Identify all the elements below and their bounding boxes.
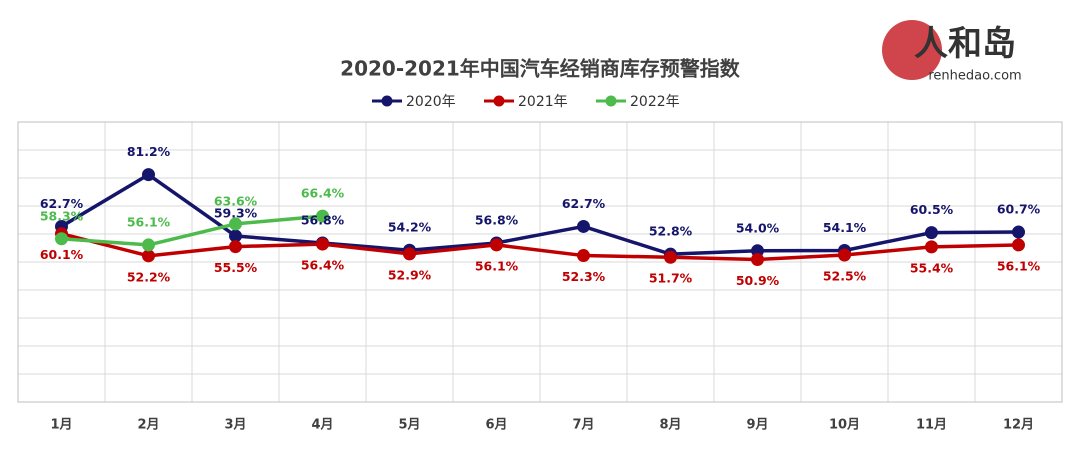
data-point	[142, 238, 155, 252]
data-point	[229, 229, 242, 243]
data-point	[403, 247, 416, 261]
x-tick-label: 10月	[829, 418, 860, 433]
data-point	[577, 249, 590, 263]
legend-label: 2021年	[518, 94, 568, 110]
data-point	[55, 232, 68, 246]
data-point	[1012, 225, 1025, 239]
data-label: 60.5%	[910, 202, 954, 217]
data-label: 81.2%	[127, 144, 171, 159]
chart-title: 2020-2021年中国汽车经销商库存预警指数	[340, 57, 741, 81]
x-tick-label: 4月	[311, 418, 333, 433]
data-label: 56.1%	[475, 258, 519, 273]
data-label: 52.5%	[823, 269, 867, 284]
legend: 2020年 2021年 2022年	[372, 94, 680, 110]
data-point	[490, 238, 503, 252]
data-label: 56.8%	[475, 212, 519, 227]
data-point	[142, 168, 155, 182]
x-tick-label: 12月	[1003, 418, 1034, 433]
data-point	[925, 226, 938, 240]
plot-area: 1月 2月 3月 4月 5月 6月 7月 8月 9月 10月 11月 12月 62.7% 81.2% 59.…	[17, 121, 1063, 433]
series-line	[61, 232, 1019, 262]
data-point	[142, 249, 155, 263]
data-label: 62.7%	[40, 196, 84, 211]
data-label: 56.4%	[301, 258, 345, 273]
data-label: 60.1%	[40, 247, 84, 262]
logo-mark	[882, 20, 942, 80]
x-tick-label: 3月	[224, 418, 246, 433]
data-label: 54.2%	[388, 220, 432, 235]
data-label: 59.3%	[214, 205, 258, 220]
data-label: 66.4%	[301, 186, 345, 201]
x-tick-label: 6月	[485, 418, 507, 433]
data-label: 54.1%	[823, 220, 867, 235]
x-tick-label: 7月	[572, 418, 594, 433]
data-label: 52.9%	[388, 267, 432, 282]
x-tick-label: 9月	[746, 418, 768, 433]
x-tick-label: 11月	[916, 418, 947, 433]
watermark-site: renhedao.com	[928, 69, 1021, 84]
data-label: 51.7%	[649, 271, 693, 286]
watermark-logo: 人和岛	[914, 24, 1016, 64]
data-point	[751, 252, 764, 266]
x-tick-label: 8月	[659, 418, 681, 433]
x-tick-label: 5月	[398, 418, 420, 433]
x-tick-label: 1月	[50, 418, 72, 433]
data-label: 55.5%	[214, 260, 258, 275]
data-point	[925, 240, 938, 254]
legend-label: 2022年	[630, 94, 680, 110]
data-label: 56.8%	[301, 212, 345, 227]
data-label: 56.1%	[997, 258, 1041, 273]
data-label: 54.0%	[736, 220, 780, 235]
data-point	[1012, 238, 1025, 252]
series-line	[61, 214, 323, 247]
data-point	[316, 209, 329, 223]
data-label: 60.7%	[997, 202, 1041, 217]
data-label: 50.9%	[736, 273, 780, 288]
legend-marker	[493, 95, 505, 107]
data-label: 52.2%	[127, 269, 171, 284]
data-point	[838, 248, 851, 262]
data-point	[229, 217, 242, 231]
data-label: 55.4%	[910, 260, 954, 275]
data-label: 63.6%	[214, 193, 258, 208]
data-label: 52.3%	[562, 269, 606, 284]
data-label: 52.8%	[649, 224, 693, 239]
data-label: 58.3%	[40, 208, 84, 223]
data-point	[316, 237, 329, 251]
data-point	[577, 219, 590, 233]
data-label: 62.7%	[562, 196, 606, 211]
plot-frame	[17, 121, 1063, 403]
legend-marker	[605, 95, 617, 107]
legend-marker	[381, 95, 393, 107]
x-tick-label: 2月	[137, 418, 159, 433]
data-point	[664, 250, 677, 264]
data-point	[229, 240, 242, 254]
legend-label: 2020年	[406, 94, 456, 110]
data-label: 56.1%	[127, 214, 171, 229]
